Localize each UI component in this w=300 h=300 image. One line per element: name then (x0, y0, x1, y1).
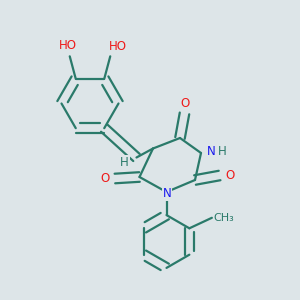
Text: HO: HO (109, 40, 127, 53)
Text: N: N (207, 145, 216, 158)
Text: H: H (120, 155, 129, 169)
Text: O: O (181, 97, 190, 110)
Text: CH₃: CH₃ (214, 213, 234, 223)
Text: N: N (163, 187, 172, 200)
Text: H: H (218, 145, 226, 158)
Text: HO: HO (59, 39, 77, 52)
Text: O: O (101, 172, 110, 185)
Text: O: O (225, 169, 234, 182)
